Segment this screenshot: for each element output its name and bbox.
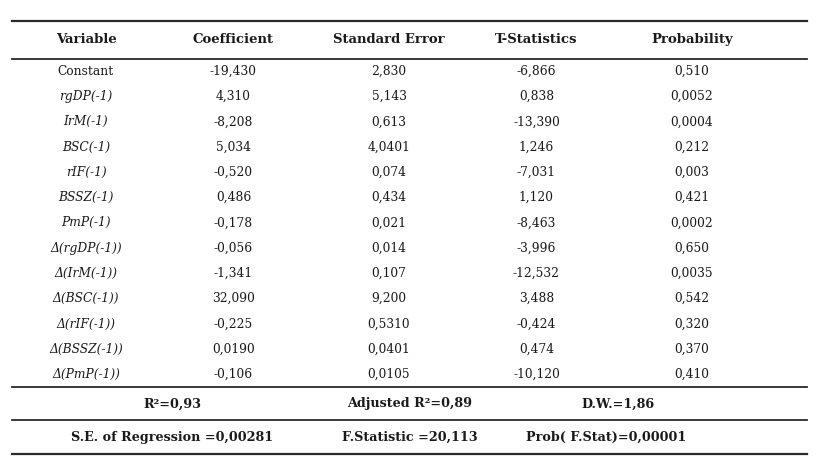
Text: Δ(IrM(-1)): Δ(IrM(-1)) [55,267,117,280]
Text: -0,106: -0,106 [214,368,253,381]
Text: BSSZ(-1): BSSZ(-1) [58,191,114,204]
Text: -8,463: -8,463 [517,216,556,230]
Text: 0,542: 0,542 [675,292,709,305]
Text: 5,143: 5,143 [372,90,406,103]
Text: 0,370: 0,370 [675,343,709,356]
Text: 9,200: 9,200 [372,292,406,305]
Text: 1,120: 1,120 [519,191,554,204]
Text: rgDP(-1): rgDP(-1) [59,90,113,103]
Text: rIF(-1): rIF(-1) [66,166,106,179]
Text: 0,0052: 0,0052 [671,90,713,103]
Text: 5,034: 5,034 [216,140,251,153]
Text: -0,225: -0,225 [214,317,253,330]
Text: 0,0035: 0,0035 [671,267,713,280]
Text: 32,090: 32,090 [212,292,255,305]
Text: IrM(-1): IrM(-1) [64,116,108,128]
Text: 0,0004: 0,0004 [671,116,713,128]
Text: 4,310: 4,310 [216,90,251,103]
Text: -10,120: -10,120 [513,368,560,381]
Text: Constant: Constant [58,65,114,78]
Text: Δ(PmP(-1)): Δ(PmP(-1)) [52,368,120,381]
Text: 0,014: 0,014 [372,242,406,255]
Text: R²=0,93: R²=0,93 [143,397,201,410]
Text: Δ(BSC(-1)): Δ(BSC(-1)) [52,292,120,305]
Text: Δ(rgDP(-1)): Δ(rgDP(-1)) [50,242,122,255]
Text: 0,107: 0,107 [372,267,406,280]
Text: BSC(-1): BSC(-1) [62,140,110,153]
Text: 0,0190: 0,0190 [212,343,255,356]
Text: -0,520: -0,520 [214,166,253,179]
Text: -3,996: -3,996 [517,242,556,255]
Text: 0,421: 0,421 [675,191,709,204]
Text: 0,486: 0,486 [215,191,251,204]
Text: -12,532: -12,532 [513,267,560,280]
Text: 0,5310: 0,5310 [368,317,410,330]
Text: 0,021: 0,021 [372,216,406,230]
Text: Adjusted R²=0,89: Adjusted R²=0,89 [347,397,472,410]
Text: Δ(BSSZ(-1)): Δ(BSSZ(-1)) [49,343,123,356]
Text: 3,488: 3,488 [518,292,554,305]
Text: 0,0401: 0,0401 [368,343,410,356]
Text: Δ(rIF(-1)): Δ(rIF(-1)) [57,317,115,330]
Text: -7,031: -7,031 [517,166,556,179]
Text: Prob( F.Stat)=0,00001: Prob( F.Stat)=0,00001 [526,431,686,444]
Text: F.Statistic =20,113: F.Statistic =20,113 [342,431,477,444]
Text: 0,0105: 0,0105 [368,368,410,381]
Text: 0,320: 0,320 [675,317,709,330]
Text: Variable: Variable [56,33,116,46]
Text: -0,056: -0,056 [214,242,253,255]
Text: 0,613: 0,613 [372,116,406,128]
Text: 0,212: 0,212 [675,140,709,153]
Text: -0,424: -0,424 [517,317,556,330]
Text: 0,434: 0,434 [372,191,406,204]
Text: Coefficient: Coefficient [193,33,274,46]
Text: D.W.=1,86: D.W.=1,86 [581,397,655,410]
Text: Probability: Probability [651,33,733,46]
Text: 0,003: 0,003 [675,166,709,179]
Text: 0,0002: 0,0002 [671,216,713,230]
Text: 0,074: 0,074 [372,166,406,179]
Text: 0,410: 0,410 [675,368,709,381]
Text: T-Statistics: T-Statistics [495,33,577,46]
Text: 0,838: 0,838 [519,90,554,103]
Text: S.E. of Regression =0,00281: S.E. of Regression =0,00281 [71,431,273,444]
Text: 0,510: 0,510 [675,65,709,78]
Text: -6,866: -6,866 [517,65,556,78]
Text: -8,208: -8,208 [214,116,253,128]
Text: PmP(-1): PmP(-1) [61,216,111,230]
Text: 2,830: 2,830 [372,65,406,78]
Text: 0,650: 0,650 [675,242,709,255]
Text: 1,246: 1,246 [518,140,554,153]
Text: 4,0401: 4,0401 [368,140,410,153]
Text: -13,390: -13,390 [513,116,560,128]
Text: 0,474: 0,474 [519,343,554,356]
Text: -19,430: -19,430 [210,65,257,78]
Text: -0,178: -0,178 [214,216,253,230]
Text: Standard Error: Standard Error [333,33,445,46]
Text: -1,341: -1,341 [214,267,253,280]
